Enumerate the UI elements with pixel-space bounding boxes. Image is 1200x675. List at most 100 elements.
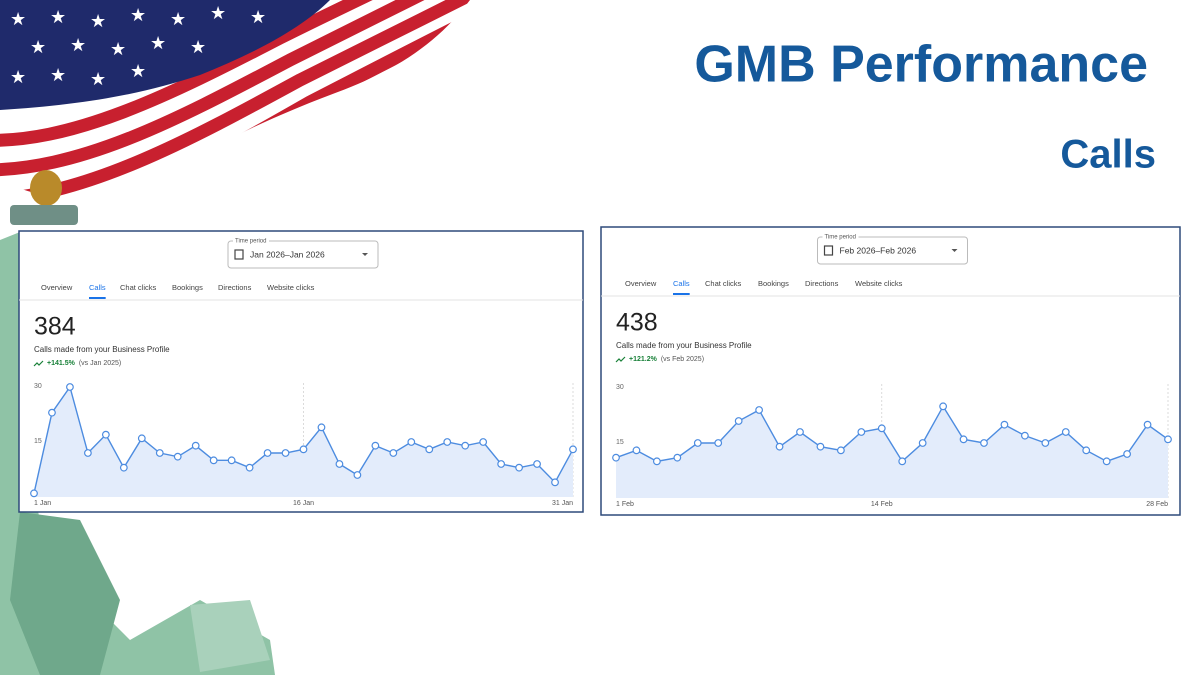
point <box>515 463 523 472</box>
svg-text:★: ★ <box>150 33 166 53</box>
change: +141.5% <box>47 360 76 367</box>
area <box>34 387 573 497</box>
tab[interactable]: Overview <box>625 279 657 288</box>
x-tick-label: 1 Jan <box>34 500 51 507</box>
dropdown-label: Time period <box>825 235 856 241</box>
dropdown-value: Feb 2026–Feb 2026 <box>840 245 917 255</box>
flag: ★ ★ ★ ★ ★ ★ ★ ★ ★ ★ ★ ★ ★ ★ ★ ★ <box>0 0 470 198</box>
tab[interactable]: Overview <box>41 283 73 292</box>
dropdown-arrow <box>951 249 958 252</box>
point <box>569 445 577 454</box>
tab[interactable]: Bookings <box>172 283 203 292</box>
tab[interactable]: Website clicks <box>267 283 315 292</box>
point <box>1102 457 1111 466</box>
total: 384 <box>34 313 76 341</box>
point <box>281 449 290 457</box>
point <box>693 439 702 447</box>
date-dropdown <box>227 240 379 269</box>
svg-text:★: ★ <box>110 39 126 59</box>
point <box>227 456 236 465</box>
svg-text:★: ★ <box>50 7 66 27</box>
area <box>616 406 1168 498</box>
point <box>632 446 641 455</box>
point <box>443 438 452 446</box>
svg-text:★: ★ <box>170 9 186 29</box>
point <box>755 406 764 414</box>
point <box>155 449 164 457</box>
x-tick-label: 28 Feb <box>1146 501 1168 508</box>
point <box>1041 439 1050 447</box>
point <box>1020 431 1029 440</box>
point <box>137 434 146 443</box>
point <box>714 439 723 447</box>
point <box>1000 420 1009 429</box>
metric-label: Calls made from your Business Profile <box>34 345 170 354</box>
point <box>66 383 74 391</box>
tab[interactable]: Calls <box>89 283 106 292</box>
tab[interactable]: Chat clicks <box>120 283 157 292</box>
label-bg <box>822 234 859 240</box>
tab[interactable]: Website clicks <box>855 279 903 288</box>
point <box>959 435 968 444</box>
svg-text:★: ★ <box>250 7 266 27</box>
point <box>1082 446 1091 455</box>
point <box>119 463 128 472</box>
point <box>209 456 218 465</box>
tab[interactable]: Calls <box>673 279 690 288</box>
y-tick-label: 30 <box>34 383 42 390</box>
point <box>877 424 886 433</box>
calendar-icon <box>823 245 834 256</box>
point <box>533 460 541 468</box>
point <box>299 445 308 454</box>
point <box>918 439 927 447</box>
trend-icon <box>615 356 626 363</box>
svg-text:★: ★ <box>90 11 106 31</box>
x-tick-label: 1 Feb <box>616 501 634 508</box>
label-bg <box>233 238 269 244</box>
dropdown-label: Time period <box>235 239 266 245</box>
point <box>389 449 398 457</box>
point <box>425 445 434 454</box>
point <box>407 438 416 446</box>
point <box>1143 420 1152 429</box>
dropdown-value: Jan 2026–Jan 2026 <box>250 249 325 259</box>
line <box>615 404 1169 463</box>
point <box>245 463 254 472</box>
point <box>796 428 804 436</box>
point <box>173 452 182 461</box>
tab-underline <box>673 293 690 295</box>
point <box>980 439 988 447</box>
point <box>652 457 661 466</box>
point <box>551 478 559 487</box>
point <box>898 457 907 466</box>
point <box>30 489 38 498</box>
point <box>497 460 506 468</box>
tab[interactable]: Bookings <box>758 279 789 288</box>
point <box>83 449 92 457</box>
point <box>461 441 470 450</box>
point <box>371 441 380 450</box>
slide-title: GMB Performance <box>694 36 1148 94</box>
point <box>317 423 326 432</box>
point <box>1061 428 1070 436</box>
tab[interactable]: Directions <box>218 283 252 292</box>
tab[interactable]: Directions <box>805 279 839 288</box>
tab-underline <box>89 297 106 299</box>
y-tick-label: 30 <box>616 384 624 391</box>
stars: ★ ★ ★ ★ ★ ★ ★ ★ ★ ★ ★ ★ ★ ★ ★ ★ <box>10 3 266 89</box>
point <box>612 453 620 462</box>
point <box>263 449 272 457</box>
tab[interactable]: Chat clicks <box>705 279 742 288</box>
point <box>1164 435 1172 444</box>
point <box>48 408 56 417</box>
point <box>734 417 743 425</box>
point <box>335 460 344 468</box>
y-tick-label: 15 <box>34 438 42 445</box>
point <box>939 402 948 411</box>
point <box>353 471 362 479</box>
svg-text:★: ★ <box>130 5 146 25</box>
calendar-icon <box>234 249 244 260</box>
point <box>857 428 866 436</box>
